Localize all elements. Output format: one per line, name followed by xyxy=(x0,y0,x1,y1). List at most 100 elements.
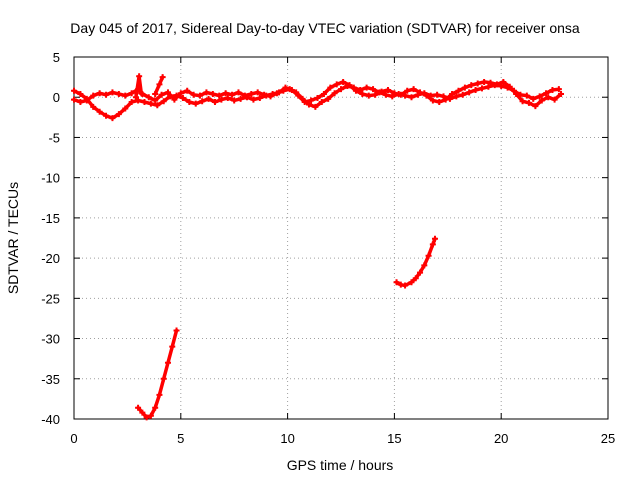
data-point xyxy=(254,89,261,96)
data-point xyxy=(295,92,302,99)
data-point xyxy=(122,105,129,112)
data-point xyxy=(472,86,479,93)
data-point xyxy=(370,86,377,93)
data-point xyxy=(139,409,146,416)
data-point xyxy=(382,91,389,98)
data-point xyxy=(237,95,244,102)
data-point xyxy=(408,94,415,101)
data-point xyxy=(333,81,340,88)
grid-lines xyxy=(74,57,608,419)
data-point xyxy=(513,91,520,98)
data-point xyxy=(199,98,206,105)
data-point xyxy=(478,85,485,92)
data-point xyxy=(135,97,142,104)
data-point xyxy=(549,86,556,93)
data-point xyxy=(440,93,447,100)
x-tick-label: 10 xyxy=(280,431,294,446)
data-point xyxy=(493,81,500,88)
data-point xyxy=(436,99,443,106)
data-point xyxy=(184,87,191,94)
data-point xyxy=(301,99,308,106)
x-tick-label: 20 xyxy=(494,431,508,446)
data-point xyxy=(532,103,539,110)
data-point xyxy=(159,74,166,81)
y-tick-label: -35 xyxy=(41,372,60,387)
data-point xyxy=(346,82,353,89)
data-point xyxy=(141,99,148,106)
data-point xyxy=(96,108,103,115)
y-tick-label: -10 xyxy=(41,171,60,186)
data-point xyxy=(449,91,456,98)
data-point xyxy=(412,275,419,282)
data-point xyxy=(164,89,171,96)
data-point xyxy=(71,96,77,103)
data-point xyxy=(404,87,411,94)
data-point xyxy=(434,91,441,98)
data-point xyxy=(103,91,110,98)
data-point xyxy=(543,90,550,97)
data-point xyxy=(248,91,255,98)
data-point xyxy=(244,94,251,101)
y-tick-label: -40 xyxy=(41,412,60,427)
data-point xyxy=(314,95,321,102)
data-point xyxy=(71,87,77,94)
data-point xyxy=(77,99,84,106)
x-tick-label: 5 xyxy=(177,431,184,446)
data-point xyxy=(115,111,122,118)
data-point xyxy=(442,96,449,103)
data-point xyxy=(389,93,396,100)
data-point xyxy=(109,115,116,122)
data-point xyxy=(525,99,532,106)
data-point xyxy=(391,90,398,97)
data-point xyxy=(338,86,344,93)
data-point xyxy=(138,90,145,97)
data-point xyxy=(122,92,129,99)
data-point xyxy=(160,375,167,382)
data-point xyxy=(192,100,199,107)
data-point xyxy=(143,414,150,421)
data-point xyxy=(177,90,184,97)
data-point xyxy=(487,79,494,86)
data-point xyxy=(500,78,507,85)
data-point xyxy=(132,94,139,101)
data-point xyxy=(425,252,432,259)
data-point xyxy=(276,89,283,96)
x-tick-label: 0 xyxy=(70,431,77,446)
y-axis-title: SDTVAR / TECUs xyxy=(5,182,21,294)
data-point xyxy=(327,84,334,91)
data-point xyxy=(320,91,327,98)
data-point xyxy=(359,91,366,98)
data-point xyxy=(229,91,236,98)
data-point xyxy=(429,241,436,248)
data-point xyxy=(83,95,90,102)
data-point xyxy=(211,99,218,106)
series-descending-arc-low xyxy=(136,328,179,420)
data-point xyxy=(538,97,545,104)
data-point xyxy=(186,99,193,106)
y-tick-labels: 5 0 -5 -10 -15 -20 -25 -30 -35 -40 xyxy=(41,50,60,427)
data-point xyxy=(506,83,513,90)
data-point xyxy=(372,91,379,98)
data-point xyxy=(90,92,97,99)
chart-title: Day 045 of 2017, Sidereal Day-to-day VTE… xyxy=(70,20,580,36)
data-point xyxy=(378,88,385,95)
data-point xyxy=(288,86,295,93)
data-point xyxy=(308,97,315,104)
data-point xyxy=(173,327,180,334)
data-point xyxy=(263,92,270,99)
data-point xyxy=(384,86,391,93)
y-tick-label: -25 xyxy=(41,291,60,306)
data-point xyxy=(173,92,180,99)
data-point xyxy=(128,99,135,106)
data-point xyxy=(169,343,176,350)
data-point xyxy=(461,84,468,91)
data-point xyxy=(203,89,210,96)
y-tick-label: 5 xyxy=(53,50,60,65)
y-tick-label: -20 xyxy=(41,251,60,266)
data-point xyxy=(551,96,558,103)
data-point xyxy=(152,97,159,104)
data-point xyxy=(363,84,370,91)
data-point xyxy=(90,103,97,110)
x-tick-label: 15 xyxy=(387,431,401,446)
data-point xyxy=(408,279,415,286)
